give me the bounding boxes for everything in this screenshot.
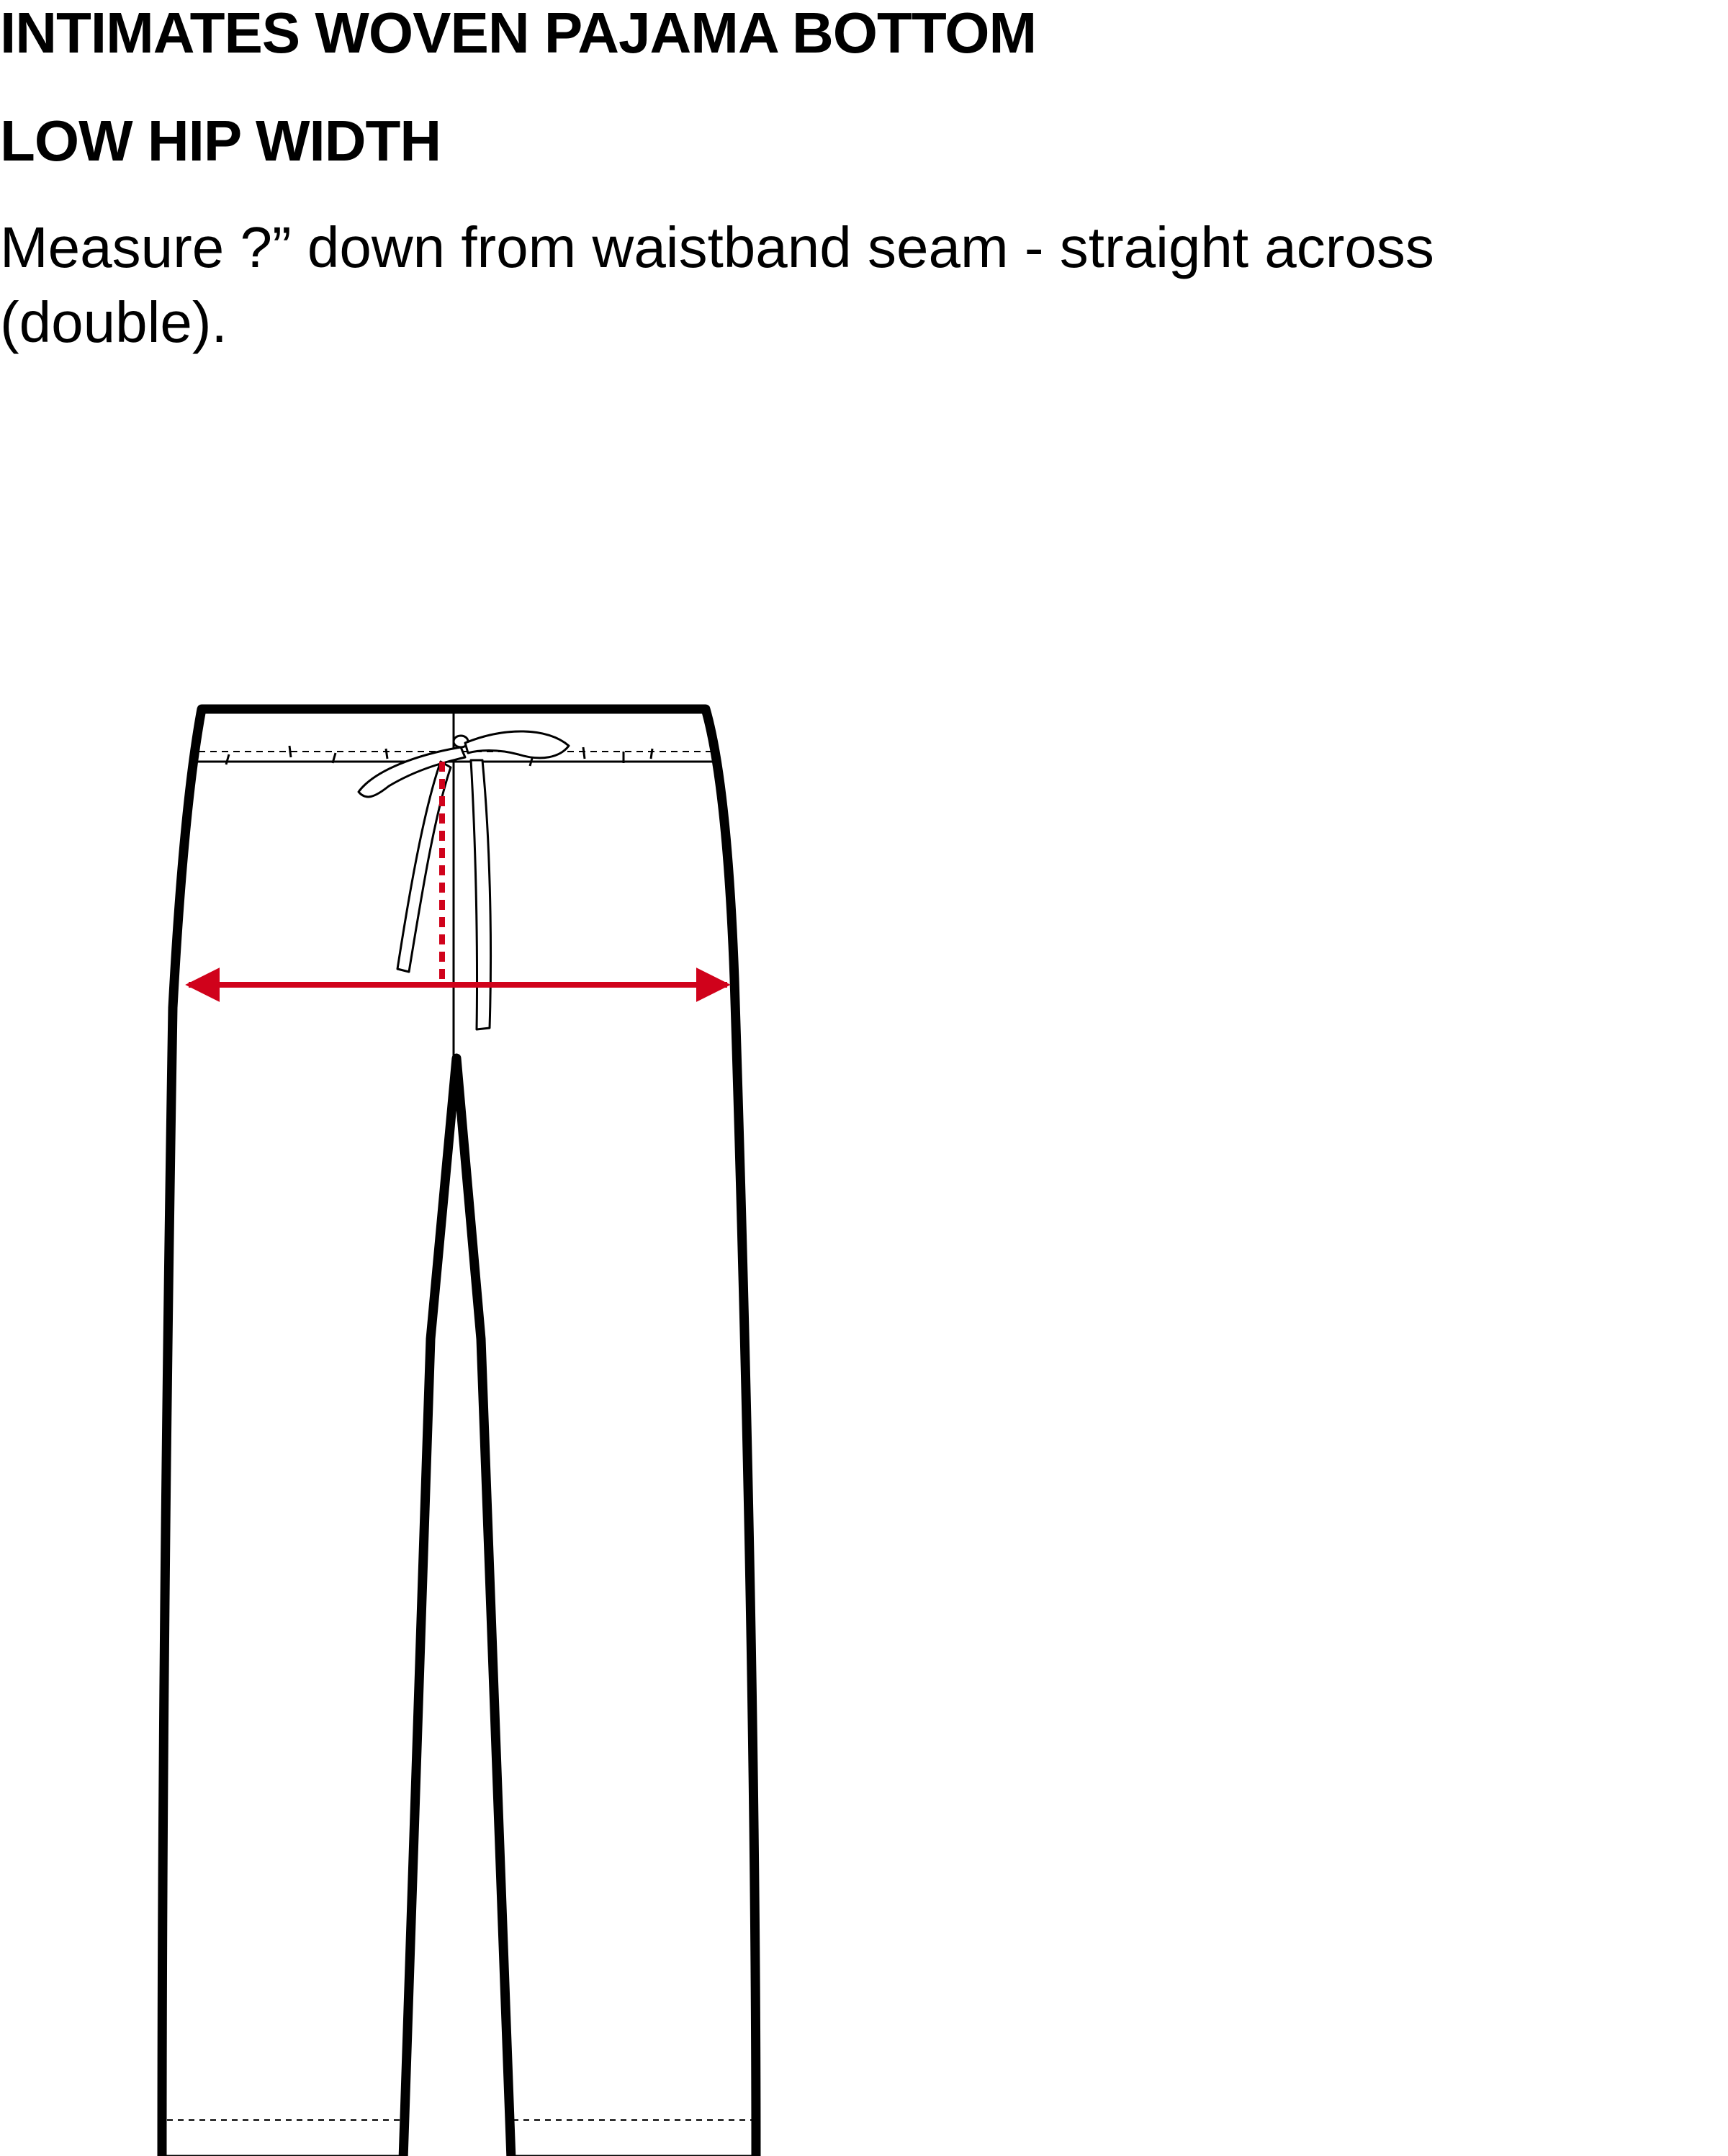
measurement-instructions: Measure ?” down from waistband seam - st… — [0, 215, 1434, 354]
pants-outline — [157, 704, 761, 2156]
measurement-name: LOW HIP WIDTH — [0, 109, 441, 173]
drawstring-bow — [357, 730, 570, 1031]
diagram-title: INTIMATES WOVEN PAJAMA BOTTOM — [0, 1, 1037, 65]
